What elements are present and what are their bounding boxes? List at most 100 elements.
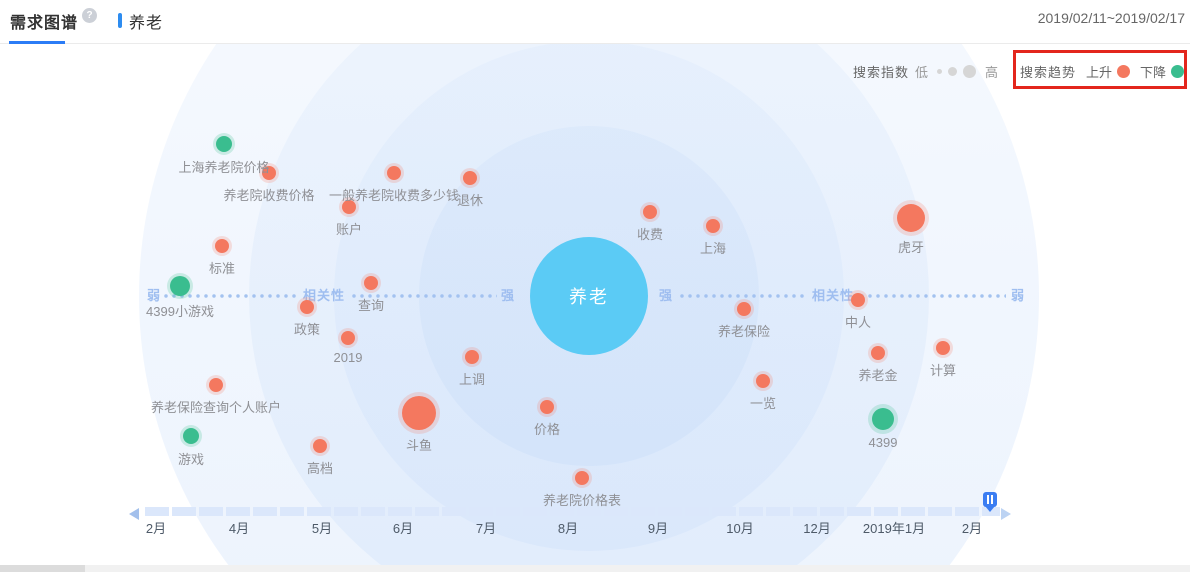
timeline-track[interactable] [145, 507, 1000, 516]
keyword-bubble[interactable] [387, 166, 401, 180]
slider-grip-icon [991, 495, 993, 504]
keyword-label: 一般养老院收费多少钱 [328, 188, 460, 203]
keyword-label: 4399小游戏 [146, 304, 214, 319]
size-dot-large-icon [963, 64, 977, 78]
keyword-tab[interactable]: 养老 [129, 15, 164, 32]
keyword-bubble[interactable] [341, 331, 355, 345]
relevance-axis-label: 弱 [146, 288, 162, 303]
relevance-axis-label: 弱 [1010, 288, 1026, 303]
timeline-month-label: 2月 [961, 521, 983, 536]
center-keyword-bubble[interactable]: 养老 [530, 237, 648, 355]
keyword-label: 上海养老院价格 [178, 160, 270, 175]
keyword-label: 退休 [456, 193, 484, 208]
keyword-label: 高档 [306, 461, 334, 476]
keyword-bubble[interactable] [540, 400, 554, 414]
keyword-label: 上调 [458, 372, 486, 387]
trend-up-dot-icon [1117, 64, 1131, 78]
keyword-bubble[interactable] [706, 219, 720, 233]
keyword-bubble[interactable] [936, 341, 950, 355]
relevance-axis-label: 强 [500, 288, 516, 303]
trend-up-label: 上升 [1086, 64, 1113, 80]
keyword-bubble[interactable] [216, 136, 232, 152]
relevance-axis-label: 相关性 [302, 288, 346, 303]
keyword-label: 虎牙 [897, 240, 925, 255]
keyword-label: 游戏 [177, 452, 205, 467]
keyword-label: 政策 [293, 322, 321, 337]
relevance-axis-dotted-line [352, 294, 497, 298]
header: 需求图谱 ? 养老 2019/02/11~2019/02/17 [0, 0, 1190, 44]
keyword-bubble[interactable] [183, 428, 199, 444]
high-label: 高 [985, 64, 999, 80]
timeline-prev-arrow-icon[interactable] [129, 508, 139, 520]
keyword-label: 一览 [749, 396, 777, 411]
keyword-bubble[interactable] [402, 396, 436, 430]
timeline-month-label: 4月 [228, 521, 250, 536]
keyword-label: 4399 [868, 435, 898, 450]
search-trend-legend: 搜索趋势 上升 下降 [1020, 63, 1185, 80]
keyword-bubble[interactable] [300, 300, 314, 314]
page-title: 需求图谱 [10, 15, 79, 32]
size-dot-small-icon [937, 68, 943, 74]
timeline-month-label: 10月 [726, 521, 754, 536]
keyword-bubble[interactable] [643, 205, 657, 219]
keyword-bubble[interactable] [871, 346, 885, 360]
relevance-axis-dotted-line [164, 294, 296, 298]
trend-down-dot-icon [1171, 64, 1185, 78]
keyword-bubble[interactable] [465, 350, 479, 364]
keyword-label: 标准 [208, 261, 236, 276]
annotation-highlight-box [1013, 50, 1187, 89]
keyword-label: 养老金 [858, 368, 898, 383]
keyword-label: 计算 [929, 363, 957, 378]
keyword-bubble[interactable] [897, 204, 925, 232]
low-label: 低 [915, 64, 929, 80]
keyword-bubble[interactable] [170, 276, 190, 296]
timeline-month-label: 7月 [475, 521, 497, 536]
timeline-month-label: 5月 [311, 521, 333, 536]
horizontal-scrollbar-track[interactable] [0, 565, 1190, 572]
keyword-bubble[interactable] [756, 374, 770, 388]
keyword-bubble[interactable] [209, 378, 223, 392]
keyword-bubble[interactable] [851, 293, 865, 307]
keyword-label: 2019 [333, 350, 363, 365]
keyword-label: 价格 [533, 422, 561, 437]
timeline-month-label: 2019年1月 [862, 521, 926, 536]
relevance-axis-label: 相关性 [811, 288, 855, 303]
bubble-chart: 搜索指数 低 高 搜索趋势 上升 下降 养老 弱 相关性 强 强 相关性 弱 上海养老院价格… [0, 44, 1190, 572]
keyword-bubble[interactable] [262, 166, 276, 180]
keyword-label: 查询 [357, 298, 385, 313]
relevance-axis-dotted-line [680, 294, 806, 298]
horizontal-scrollbar-thumb[interactable] [0, 565, 85, 572]
timeline-month-label: 6月 [392, 521, 414, 536]
size-dot-medium-icon [948, 66, 958, 76]
keyword-label: 中人 [844, 315, 872, 330]
keyword-label: 养老院收费价格 [223, 188, 315, 203]
keyword-bubble[interactable] [342, 200, 356, 214]
date-range: 2019/02/11~2019/02/17 [1037, 10, 1185, 26]
timeline-slider-handle[interactable] [983, 492, 997, 512]
relevance-axis-label: 强 [658, 288, 674, 303]
timeline-month-label: 2月 [145, 521, 167, 536]
relevance-axis-dotted-line [860, 294, 1006, 298]
keyword-label: 养老保险查询个人账户 [150, 400, 282, 415]
keyword-bubble[interactable] [215, 239, 229, 253]
keyword-bubble[interactable] [364, 276, 378, 290]
keyword-label: 账户 [335, 222, 363, 237]
timeline-month-label: 9月 [647, 521, 669, 536]
keyword-bubble[interactable] [872, 408, 894, 430]
keyword-label: 养老院价格表 [542, 493, 622, 508]
keyword-label: 斗鱼 [405, 438, 433, 453]
search-index-legend: 搜索指数 低 高 [853, 63, 1004, 80]
keyword-bubble[interactable] [463, 171, 477, 185]
keyword-bubble[interactable] [737, 302, 751, 316]
keyword-label: 上海 [699, 241, 727, 256]
keyword-bubble[interactable] [575, 471, 589, 485]
slider-grip-icon [987, 495, 989, 504]
help-icon[interactable]: ? [82, 8, 97, 23]
timeline-next-arrow-icon[interactable] [1001, 508, 1011, 520]
keyword-label: 收费 [636, 227, 664, 242]
keyword-bubble[interactable] [313, 439, 327, 453]
keyword-tab-marker [118, 13, 122, 28]
active-tab-underline [9, 41, 65, 44]
timeline-month-label: 12月 [803, 521, 831, 536]
